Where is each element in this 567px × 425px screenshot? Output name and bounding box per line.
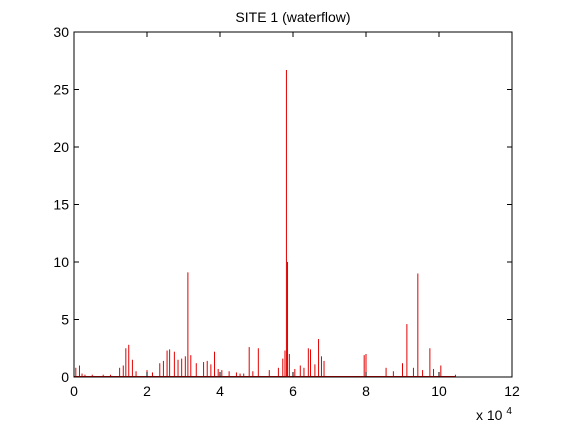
x-exponent-base: x 10 <box>476 407 503 423</box>
plot-marks <box>74 69 456 377</box>
chart-title: SITE 1 (waterflow) <box>235 9 350 25</box>
y-tick-label: 20 <box>53 139 69 155</box>
plot-background <box>74 32 512 377</box>
x-axis-ticks: 0 2 4 6 8 10 12 <box>70 32 520 399</box>
x-tick-label: 10 <box>431 383 447 399</box>
y-tick-label: 25 <box>53 82 69 98</box>
y-tick-label: 15 <box>53 197 69 213</box>
x-tick-label: 12 <box>504 383 520 399</box>
y-tick-label: 10 <box>53 254 69 270</box>
x-exponent-power: 4 <box>506 406 512 417</box>
y-axis-ticks: 0 5 10 15 20 25 30 <box>53 24 512 385</box>
x-tick-label: 4 <box>216 383 224 399</box>
plot-frame <box>73 31 513 378</box>
x-tick-label: 2 <box>143 383 151 399</box>
y-tick-label: 5 <box>61 312 69 328</box>
x-tick-label: 0 <box>70 383 78 399</box>
y-tick-label: 30 <box>53 24 69 40</box>
x-tick-label: 8 <box>362 383 370 399</box>
x-exponent-label: x 10 4 <box>476 406 512 423</box>
x-tick-label: 6 <box>289 383 297 399</box>
y-tick-label: 0 <box>61 369 69 385</box>
